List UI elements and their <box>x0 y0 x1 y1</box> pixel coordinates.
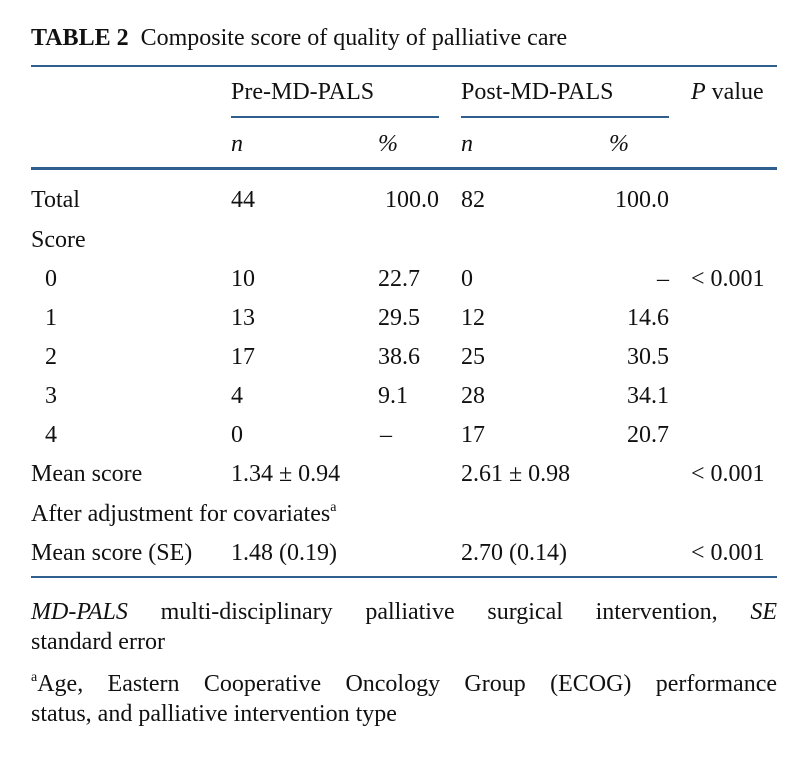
bottom-rule <box>31 576 777 578</box>
row-s0-pre-n: 10 <box>231 266 255 292</box>
row-adjustment-label: After adjustment for covariatesa <box>31 500 337 527</box>
row-s3-post-pct: 34.1 <box>627 383 669 409</box>
header-post: Post-MD-PALS <box>461 79 614 105</box>
row-s4-post-pct: 20.7 <box>627 422 669 448</box>
header-pre-pct: % <box>378 131 398 157</box>
row-total-pre-n: 44 <box>231 187 255 213</box>
row-mean-post: 2.61 ± 0.98 <box>461 461 571 487</box>
row-s0-post-pct: – <box>657 266 669 292</box>
row-mean-se-label: Mean score (SE) <box>31 540 193 566</box>
row-s1-pre-pct: 29.5 <box>378 305 420 331</box>
row-s4-post-n: 17 <box>461 422 485 448</box>
table-caption: Composite score of quality of palliative… <box>140 25 568 51</box>
header-pre-n: n <box>231 131 243 157</box>
header-post-pct: % <box>609 131 629 157</box>
footnote-abbreviations: MD-PALS multi-disciplinary palliative su… <box>31 599 777 655</box>
row-s1-label: 1 <box>45 305 57 331</box>
header-rule <box>31 167 777 170</box>
row-s2-pre-n: 17 <box>231 344 255 370</box>
row-s3-post-n: 28 <box>461 383 485 409</box>
row-mean-se-p: < 0.001 <box>691 540 765 566</box>
header-pre: Pre-MD-PALS <box>231 79 375 105</box>
row-s0-label: 0 <box>45 266 57 292</box>
post-group-rule <box>461 116 669 118</box>
row-total-post-n: 82 <box>461 187 485 213</box>
row-mean-se-post: 2.70 (0.14) <box>461 540 567 566</box>
header-post-n: n <box>461 131 473 157</box>
top-rule <box>31 65 777 67</box>
row-score-label: Score <box>31 227 86 253</box>
row-mean-pre: 1.34 ± 0.94 <box>231 461 341 487</box>
row-s0-pre-pct: 22.7 <box>378 266 420 292</box>
footnote-a: aAge, Eastern Cooperative Oncology Group… <box>31 670 777 728</box>
row-s3-pre-pct: 9.1 <box>378 383 408 409</box>
row-s1-post-n: 12 <box>461 305 485 331</box>
header-p-value: P value <box>691 79 764 105</box>
row-s3-label: 3 <box>45 383 57 409</box>
row-s3-pre-n: 4 <box>231 383 243 409</box>
row-mean-se-pre: 1.48 (0.19) <box>231 540 337 566</box>
row-total-pre-pct: 100.0 <box>385 187 439 213</box>
row-s1-post-pct: 14.6 <box>627 305 669 331</box>
row-s2-post-pct: 30.5 <box>627 344 669 370</box>
row-s2-pre-pct: 38.6 <box>378 344 420 370</box>
row-s2-label: 2 <box>45 344 57 370</box>
footnote-marker-a: a <box>330 500 337 515</box>
row-s0-post-n: 0 <box>461 266 473 292</box>
row-s2-post-n: 25 <box>461 344 485 370</box>
table-title: TABLE 2 Composite score of quality of pal… <box>31 26 567 50</box>
row-mean-label: Mean score <box>31 461 143 487</box>
row-total-label: Total <box>31 187 80 213</box>
row-s4-label: 4 <box>45 422 57 448</box>
row-s1-pre-n: 13 <box>231 305 255 331</box>
table-label: TABLE 2 <box>31 25 129 51</box>
pre-group-rule <box>231 116 439 118</box>
row-s0-p: < 0.001 <box>691 266 765 292</box>
row-total-post-pct: 100.0 <box>615 187 669 213</box>
row-mean-p: < 0.001 <box>691 461 765 487</box>
row-s4-pre-pct: – <box>380 422 392 448</box>
row-s4-pre-n: 0 <box>231 422 243 448</box>
